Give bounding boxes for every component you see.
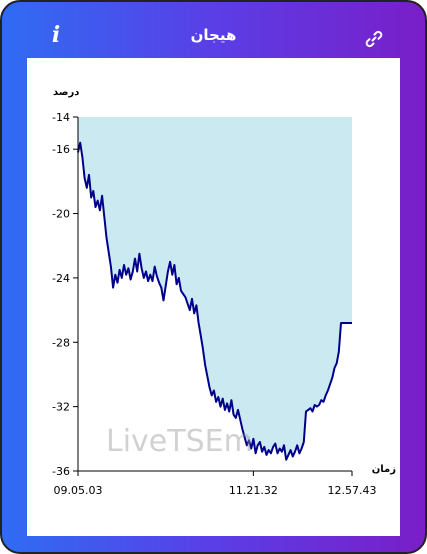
y-tick-label: -20 [52,208,70,221]
y-tick-label: -14 [52,111,70,124]
y-tick-label: -36 [52,465,70,478]
y-tick-label: -16 [52,143,70,156]
emotion-chart: درصد -14 -16 -20 -24 -28 -32 -36 09.05.03 11.21.… [52,87,396,497]
y-axis-label: درصد [53,87,79,98]
watermark-text: LiveTSEm [106,424,253,459]
x-tick-label: 09.05.03 [54,484,103,497]
info-icon[interactable]: i [51,22,61,48]
x-tick-label: 11.21.32 [229,484,278,497]
x-tick-label: 12.57.43 [328,484,377,497]
y-tick-label: -24 [52,272,70,285]
y-tick-label: -28 [52,336,70,349]
x-axis-label: زمان [372,464,396,475]
chart-panel: درصد -14 -16 -20 -24 -28 -32 -36 09.05.03 11.21.… [27,58,400,536]
series-line [77,141,352,461]
page-title: هیجان [190,26,237,44]
series-area [78,117,352,460]
y-tick-label: -32 [52,401,70,414]
card-header: i هیجان [2,2,425,58]
plot-area: -14 -16 -20 -24 -28 -32 -36 09.05.03 11.21.32 12.… [52,111,376,497]
link-icon[interactable] [364,29,384,49]
